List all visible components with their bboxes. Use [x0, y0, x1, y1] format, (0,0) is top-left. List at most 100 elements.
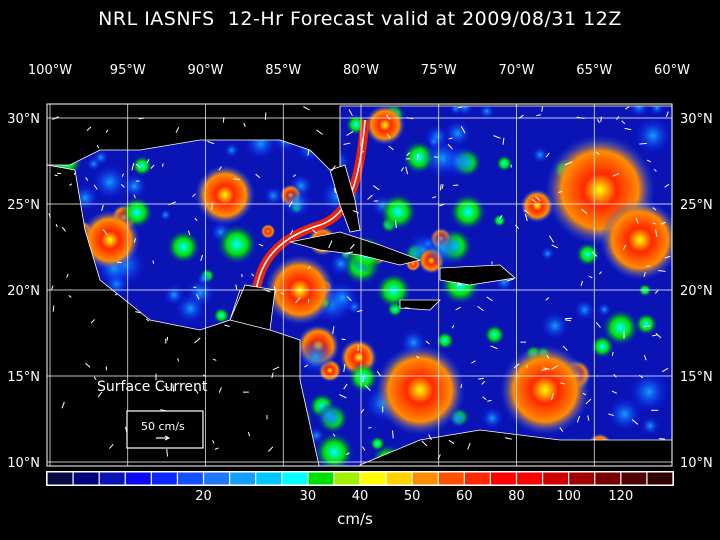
current-vector [251, 273, 255, 277]
current-vector [652, 334, 658, 337]
current-vector [635, 217, 639, 224]
current-vector [551, 244, 558, 249]
current-vector [565, 319, 572, 322]
current-vector [653, 168, 657, 172]
current-speed-patch [455, 104, 475, 117]
colorbar: 20 30 40 50 60 80 100 120 [46, 471, 674, 504]
current-vector [51, 285, 54, 290]
current-vector [349, 243, 355, 250]
current-speed-patch [649, 104, 665, 116]
current-vector [166, 448, 168, 457]
current-vector [150, 164, 155, 169]
current-vector [595, 322, 601, 328]
current-speed-patch [174, 292, 207, 325]
current-speed-patch [347, 362, 379, 393]
current-vector [386, 133, 391, 138]
current-speed-patch [628, 371, 670, 413]
current-speed-patch [379, 192, 418, 231]
current-vector [452, 184, 459, 187]
current-vector [392, 430, 394, 439]
current-vector [352, 210, 359, 214]
current-vector [595, 151, 600, 155]
current-speed-patch [297, 338, 335, 376]
current-vector [665, 111, 669, 118]
colorbar-swatch [595, 472, 621, 485]
current-vector [499, 214, 503, 220]
current-speed-patch [328, 251, 353, 276]
current-vector [545, 297, 550, 301]
latitude-label-left: 10°N [7, 456, 40, 471]
current-speed-patch [260, 224, 276, 239]
colorbar-tick-label: 20 [195, 489, 212, 504]
colorbar-swatch [543, 472, 569, 485]
colorbar-swatch [282, 472, 308, 485]
current-speed-patch [478, 104, 495, 120]
current-vector [562, 345, 568, 351]
current-vector [105, 129, 109, 133]
current-vector [367, 194, 373, 200]
current-vector [295, 297, 301, 304]
current-vector [580, 280, 584, 286]
current-vector [52, 305, 55, 312]
current-vector [146, 159, 150, 164]
colorbar-swatch [386, 472, 412, 485]
current-vector [376, 370, 381, 376]
latitude-label-left: 15°N [7, 370, 40, 385]
colorbar-tick-label: 50 [404, 489, 421, 504]
current-vector [455, 306, 461, 311]
eddy [500, 345, 590, 435]
reference-vector-label: 50 cm/s [141, 420, 185, 433]
reference-arrow-icon [156, 435, 171, 441]
current-vector [608, 413, 614, 417]
current-speed-patch [492, 214, 506, 228]
current-vector [364, 384, 371, 391]
current-vector [457, 281, 462, 286]
current-vector [611, 351, 614, 356]
current-vector [304, 364, 309, 368]
field-label: Surface Current [97, 379, 208, 395]
current-vector [152, 260, 155, 264]
land-mass [399, 299, 441, 311]
current-vector [212, 358, 217, 361]
current-vector [655, 333, 662, 339]
colorbar-frame [46, 471, 674, 486]
current-vector [386, 114, 391, 120]
current-vector [471, 360, 476, 364]
current-vector [643, 272, 646, 278]
current-vector [66, 273, 69, 278]
current-speed-patch [484, 324, 505, 346]
current-vector [662, 367, 669, 373]
current-vector [439, 184, 442, 191]
current-vector [545, 152, 550, 158]
current-vector [136, 163, 141, 168]
longitude-label: 95°W [110, 63, 146, 78]
current-speed-patch [423, 228, 463, 268]
colorbar-swatch [151, 472, 177, 485]
current-speed-patch [634, 312, 658, 336]
land-mass [47, 104, 672, 171]
current-vector [332, 433, 336, 437]
current-vector [247, 431, 251, 437]
current-speed-patch [435, 331, 455, 350]
current-vector [548, 235, 555, 243]
eddy [375, 345, 465, 435]
current-vector [61, 401, 65, 409]
current-vector [86, 126, 92, 132]
current-vector [93, 376, 97, 381]
current-vector [510, 164, 512, 168]
current-vector [654, 290, 659, 294]
current-vector [624, 127, 632, 131]
longitude-label: 100°W [28, 63, 72, 78]
current-vector [200, 254, 204, 262]
current-vector [218, 387, 222, 393]
current-vector [360, 408, 365, 414]
current-vector [457, 106, 463, 109]
current-vector [175, 127, 180, 133]
colorbar-swatch [308, 472, 334, 485]
current-vector [416, 355, 420, 359]
current-vector [312, 229, 317, 234]
colorbar-tick-label: 30 [300, 489, 317, 504]
current-vector [331, 165, 336, 172]
current-vector [460, 125, 466, 134]
